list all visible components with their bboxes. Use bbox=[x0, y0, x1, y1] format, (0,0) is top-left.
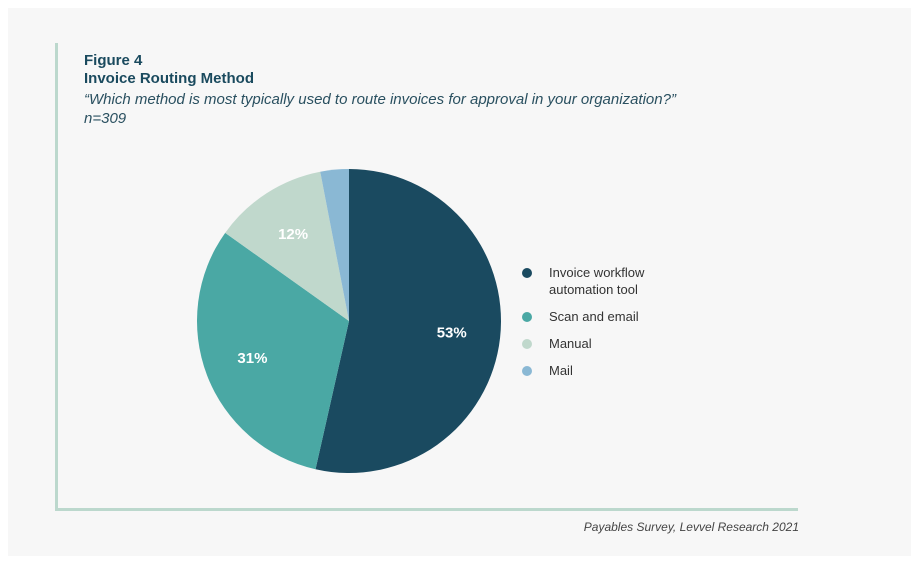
chart-legend: Invoice workflow automation tool Scan an… bbox=[522, 264, 742, 389]
pie-label-scan-email: 31% bbox=[237, 350, 267, 367]
pie-label-workflow-tool: 53% bbox=[437, 324, 467, 341]
legend-item-workflow-tool: Invoice workflow automation tool bbox=[522, 264, 742, 298]
legend-item-scan-email: Scan and email bbox=[522, 308, 742, 325]
legend-swatch bbox=[522, 366, 532, 376]
sample-size: n=309 bbox=[84, 110, 127, 127]
legend-swatch bbox=[522, 268, 532, 278]
legend-label: Scan and email bbox=[549, 309, 639, 324]
legend-item-mail: Mail bbox=[522, 362, 742, 379]
figure-question: “Which method is most typically used to … bbox=[84, 91, 676, 108]
legend-label: Mail bbox=[549, 363, 573, 378]
legend-swatch bbox=[522, 339, 532, 349]
legend-item-manual: Manual bbox=[522, 335, 742, 352]
legend-label: Invoice workflow automation tool bbox=[549, 265, 645, 297]
pie-slice-scan-email bbox=[196, 232, 349, 470]
pie-slice-workflow-tool bbox=[315, 169, 502, 473]
frame-left-rule bbox=[55, 43, 58, 511]
figure-title: Invoice Routing Method bbox=[84, 70, 254, 87]
pie-slice-mail bbox=[320, 169, 349, 321]
figure-number: Figure 4 bbox=[84, 52, 143, 69]
frame-bottom-rule bbox=[55, 508, 798, 511]
legend-label: Manual bbox=[549, 336, 592, 351]
pie-slice-manual bbox=[225, 171, 349, 321]
legend-swatch bbox=[522, 312, 532, 322]
source-note: Payables Survey, Levvel Research 2021 bbox=[583, 520, 799, 534]
pie-label-manual: 12% bbox=[278, 226, 308, 243]
